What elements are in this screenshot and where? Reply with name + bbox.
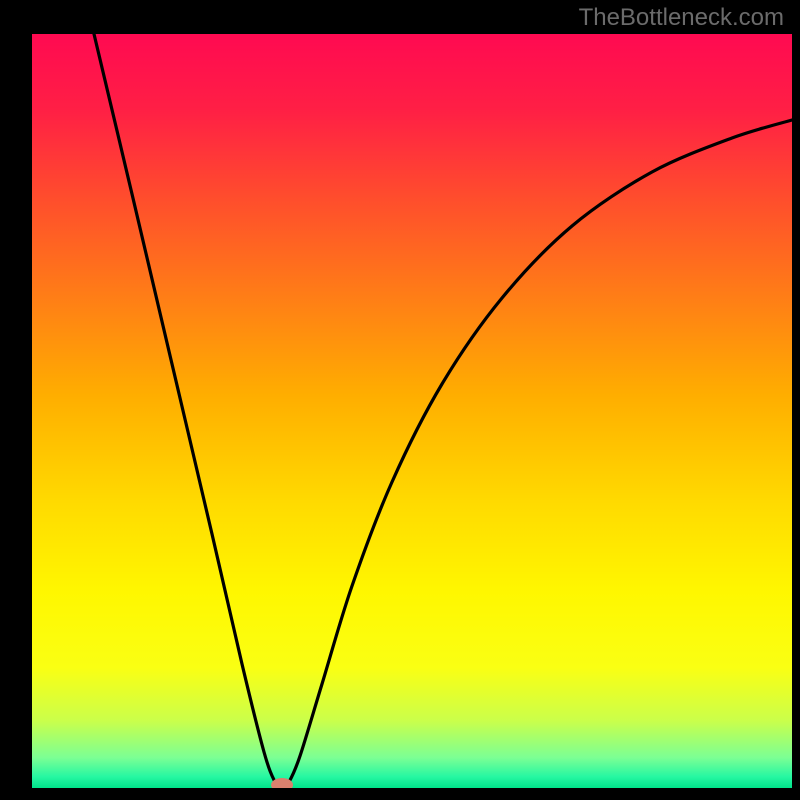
bottleneck-curve bbox=[32, 34, 792, 788]
watermark-text: TheBottleneck.com bbox=[579, 4, 784, 32]
gradient-background bbox=[32, 34, 792, 788]
plot-area bbox=[32, 34, 792, 788]
